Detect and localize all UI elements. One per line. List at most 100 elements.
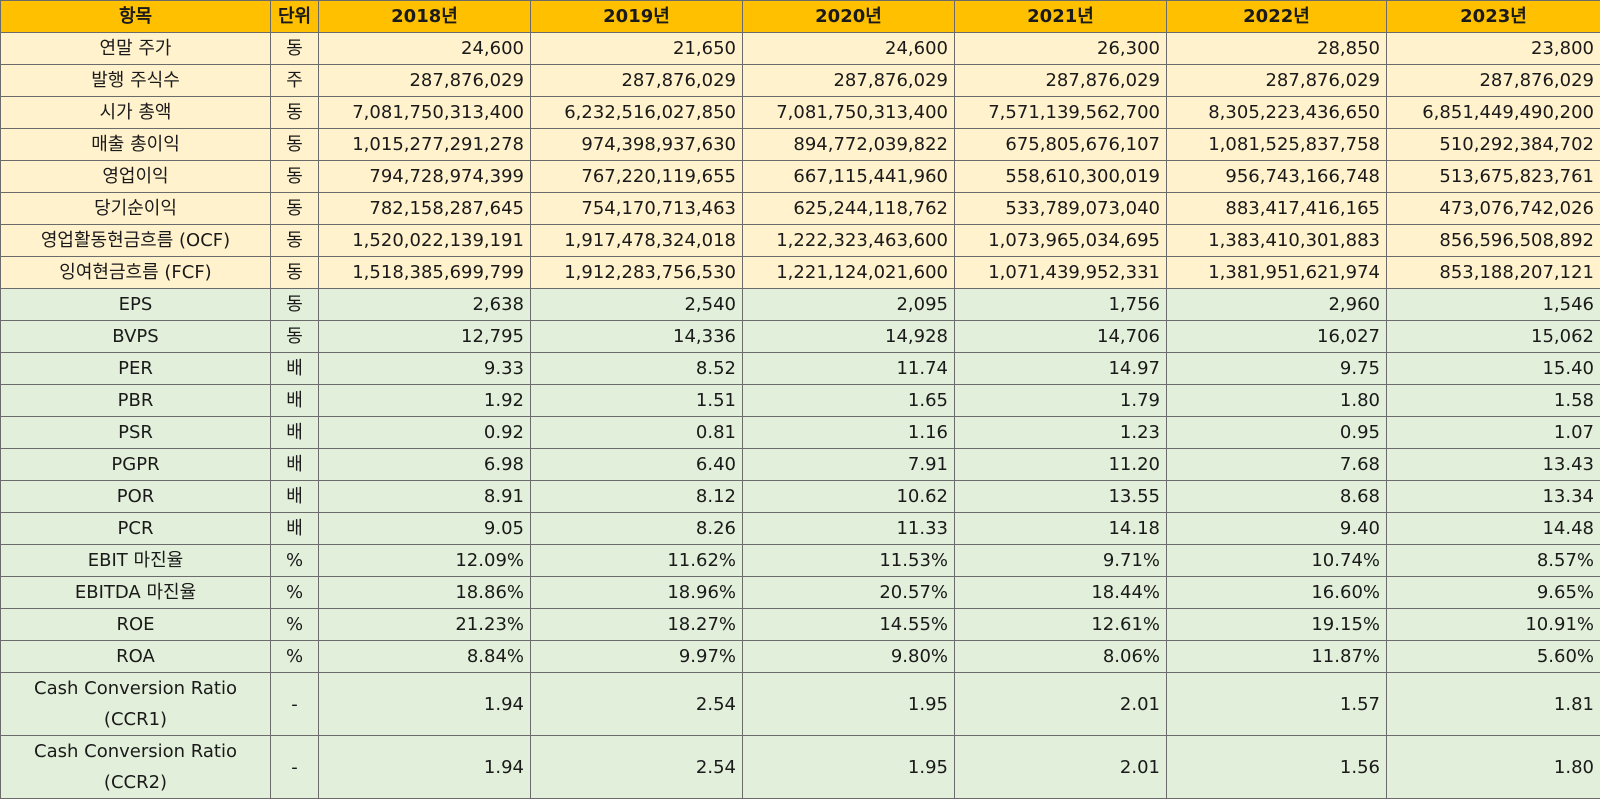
header-year: 2022년 [1166,0,1387,33]
row-value: 287,876,029 [530,64,743,97]
row-value: 1,073,965,034,695 [954,224,1167,257]
row-value: 11.33 [742,512,955,545]
row-value: 287,876,029 [1386,64,1600,97]
row-value: 7.91 [742,448,955,481]
row-value: 6,851,449,490,200 [1386,96,1600,129]
row-value: 2,095 [742,288,955,321]
row-label-line: (CCR1) [103,709,168,730]
row-label: EPS [0,288,271,321]
row-value: 0.95 [1166,416,1387,449]
row-label: 영업이익 [0,160,271,193]
row-value: 1,917,478,324,018 [530,224,743,257]
row-value: 13.55 [954,480,1167,513]
row-label-line: (CCR2) [103,772,168,793]
row-label: Cash Conversion Ratio (CCR1) [0,672,271,736]
row-value: 2.54 [530,672,743,736]
row-label: 매출 총이익 [0,128,271,161]
row-value: 9.71% [954,544,1167,577]
row-value: 8.68 [1166,480,1387,513]
row-label-line: Cash Conversion Ratio [34,678,237,699]
row-value: 1.80 [1166,384,1387,417]
row-value: 894,772,039,822 [742,128,955,161]
row-value: 1,756 [954,288,1167,321]
table-row: 잉여현금흐름 (FCF) 동 1,518,385,699,799 1,912,283,… [0,256,1600,289]
row-value: 513,675,823,761 [1386,160,1600,193]
row-value: 8,305,223,436,650 [1166,96,1387,129]
row-unit: 동 [270,192,319,225]
row-unit: 동 [270,320,319,353]
row-value: 8.12 [530,480,743,513]
row-value: 2,638 [318,288,531,321]
table-row: BVPS 동 12,795 14,336 14,928 14,706 16,027 15,06… [0,320,1600,353]
row-value: 8.57% [1386,544,1600,577]
row-unit: 동 [270,160,319,193]
table-row: 당기순이익 동 782,158,287,645 754,170,713,463 625,… [0,192,1600,225]
row-label: PGPR [0,448,271,481]
row-value: 473,076,742,026 [1386,192,1600,225]
row-value: 11.53% [742,544,955,577]
row-value: 2.01 [954,672,1167,736]
row-value: 7.68 [1166,448,1387,481]
header-year: 2018년 [318,0,531,33]
row-unit: 주 [270,64,319,97]
row-value: 1,520,022,139,191 [318,224,531,257]
row-value: 9.05 [318,512,531,545]
row-value: 9.97% [530,640,743,673]
row-value: 9.40 [1166,512,1387,545]
row-unit: 배 [270,416,319,449]
row-value: 1.95 [742,735,955,799]
row-value: 12,795 [318,320,531,353]
table-row: EBITDA 마진율% 18.86% 18.96% 20.57% 18.44% 16.60… [0,576,1600,609]
table-row: 영업이익 동 794,728,974,399 767,220,119,655 667,1… [0,160,1600,193]
row-value: 21.23% [318,608,531,641]
row-value: 1.95 [742,672,955,736]
table-row: 영업활동현금흐름 (OCF) 동 1,520,022,139,191 1,917,47… [0,224,1600,257]
row-value: 1.56 [1166,735,1387,799]
row-label: 시가 총액 [0,96,271,129]
row-value: 1.80 [1386,735,1600,799]
row-value: 9.65% [1386,576,1600,609]
row-value: 13.43 [1386,448,1600,481]
header-item: 항목 [0,0,271,33]
row-value: 14,928 [742,320,955,353]
header-row: 항목 단위 2018년 2019년 2020년 2021년 2022년 2023… [0,0,1600,33]
row-value: 10.62 [742,480,955,513]
row-label: 잉여현금흐름 (FCF) [0,256,271,289]
row-value: 794,728,974,399 [318,160,531,193]
row-value: 9.75 [1166,352,1387,385]
header-year: 2019년 [530,0,743,33]
row-value: 2.01 [954,735,1167,799]
row-unit: 배 [270,512,319,545]
row-value: 1,222,323,463,600 [742,224,955,257]
row-value: 0.81 [530,416,743,449]
row-value: 24,600 [318,32,531,65]
row-label: 영업활동현금흐름 (OCF) [0,224,271,257]
row-value: 19.15% [1166,608,1387,641]
row-value: 767,220,119,655 [530,160,743,193]
table-row: PSR 배 0.92 0.81 1.16 1.23 0.95 1.07 [0,416,1600,449]
table-row: Cash Conversion Ratio (CCR2) -1.94 2.54 1.95… [0,735,1600,799]
row-value: 6.40 [530,448,743,481]
row-value: 558,610,300,019 [954,160,1167,193]
row-value: 28,850 [1166,32,1387,65]
row-unit: % [270,640,319,673]
row-unit: 동 [270,128,319,161]
row-label: Cash Conversion Ratio (CCR2) [0,735,271,799]
row-value: 287,876,029 [1166,64,1387,97]
row-value: 6,232,516,027,850 [530,96,743,129]
row-value: 1,081,525,837,758 [1166,128,1387,161]
row-value: 8.52 [530,352,743,385]
row-label: ROE [0,608,271,641]
table-row: PER 배 9.33 8.52 11.74 14.97 9.75 15.40 [0,352,1600,385]
row-value: 14.55% [742,608,955,641]
row-unit: 배 [270,384,319,417]
row-unit: 배 [270,480,319,513]
row-value: 956,743,166,748 [1166,160,1387,193]
header-unit: 단위 [270,0,319,33]
row-label: PBR [0,384,271,417]
row-label: EBIT 마진율 [0,544,271,577]
row-value: 16,027 [1166,320,1387,353]
row-value: 14,336 [530,320,743,353]
row-value: 1.57 [1166,672,1387,736]
